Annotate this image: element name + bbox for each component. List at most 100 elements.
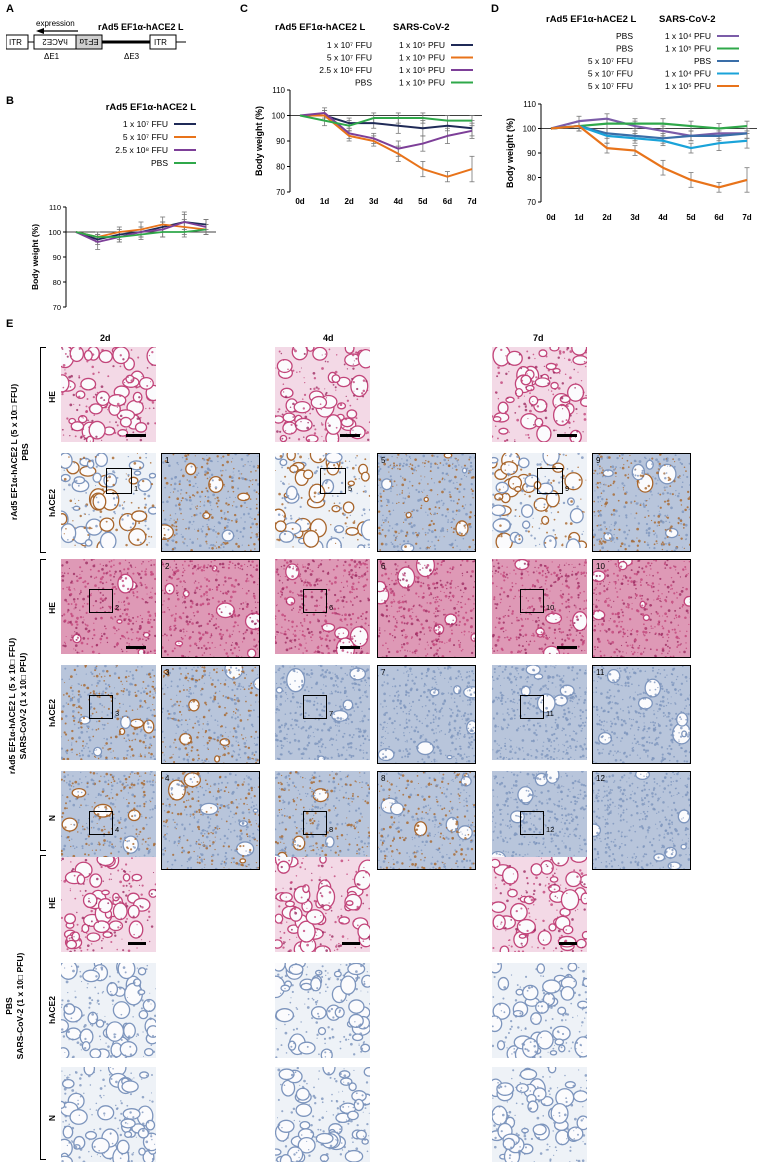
cell-nucleus [91,645,94,648]
cell-nucleus [112,427,115,430]
cell-nucleus [321,367,324,370]
cell-nucleus [241,568,244,571]
cell-nucleus [141,402,144,405]
cell-nucleus [687,612,689,614]
cell-nucleus [277,573,280,576]
cell-nucleus [144,574,146,576]
series-line [300,114,473,178]
alveolus [346,409,358,419]
cell-nucleus [395,568,398,571]
cell-nucleus [688,462,690,465]
cell-nucleus [291,639,293,641]
cell-nucleus [139,541,142,544]
cell-nucleus [583,590,585,593]
cell-nucleus [112,618,114,620]
cell-nucleus [251,517,253,519]
cell-nucleus [532,571,535,574]
cell-nucleus [199,501,202,503]
cell-nucleus [568,605,571,608]
cell-nucleus [227,521,229,524]
cell-nucleus [567,586,571,589]
cell-nucleus [431,640,434,643]
cell-nucleus [352,394,356,397]
cell-nucleus [91,637,94,640]
cell-nucleus [593,655,596,657]
cell-nucleus [153,563,156,566]
time-label-4d: 4d [323,333,334,343]
cell-nucleus [276,634,278,636]
cell-nucleus [401,578,405,581]
cell-nucleus [281,632,283,634]
cell-nucleus [618,528,621,531]
cell-nucleus [401,646,404,649]
cell-nucleus [495,607,498,610]
cell-nucleus [173,560,176,562]
cell-nucleus [454,611,458,615]
cell-nucleus [458,646,461,649]
cell-nucleus [366,570,369,573]
cell-nucleus [227,566,231,570]
cell-nucleus [675,546,678,550]
cell-nucleus [148,535,150,538]
cell-nucleus [529,392,531,394]
cell-nucleus [352,429,354,431]
cell-nucleus [681,510,685,514]
cell-nucleus [342,641,345,644]
cell-nucleus [450,622,454,626]
cell-nucleus [568,563,570,566]
cell-nucleus [560,631,563,634]
cell-nucleus [196,505,199,507]
cell-nucleus [81,427,85,431]
cell-nucleus [599,630,602,632]
cell-nucleus [665,600,668,603]
cell-nucleus [335,650,337,652]
alveolus [331,504,341,513]
cell-nucleus [527,570,529,573]
cell-nucleus [200,624,203,627]
cell-nucleus [601,623,604,626]
cell-nucleus [534,560,538,563]
cell-nucleus [171,548,175,551]
cell-nucleus [667,645,669,648]
alveolus [70,421,85,432]
cell-nucleus [390,464,392,466]
legend-entry-2: 1 x 10⁴ PFU [665,31,711,41]
cell-nucleus [223,600,226,603]
cell-nucleus [463,630,466,633]
cell-nucleus [520,576,523,580]
cell-nucleus [239,567,242,570]
cell-nucleus [532,401,534,403]
cell-nucleus [163,565,165,567]
y-tick-label: 100 [48,228,61,237]
cell-nucleus [574,387,576,389]
cell-nucleus [403,616,406,619]
cell-nucleus [492,530,494,532]
cell-nucleus [492,435,494,438]
cell-nucleus [513,470,516,474]
cell-nucleus [646,499,648,502]
cell-nucleus [408,466,410,468]
cell-nucleus [567,420,570,424]
cell-nucleus [233,657,234,658]
cell-nucleus [364,458,367,461]
cell-nucleus [630,629,633,632]
cell-nucleus [393,600,396,603]
alveolus [116,619,123,624]
cell-nucleus [127,622,130,626]
cell-nucleus [420,581,423,584]
cell-nucleus [144,432,146,434]
cell-nucleus [504,576,507,578]
cell-nucleus [253,645,255,647]
cell-nucleus [623,543,626,546]
row-label-he-1: HE [47,391,57,403]
cell-nucleus [569,624,572,627]
cell-nucleus [679,519,683,523]
cell-nucleus [130,379,133,382]
cell-nucleus [302,407,306,410]
alveolus [131,510,148,522]
cell-nucleus [626,459,629,462]
cell-nucleus [684,616,687,619]
cell-nucleus [596,463,599,466]
alveolus [492,504,506,517]
cell-nucleus [199,588,201,591]
